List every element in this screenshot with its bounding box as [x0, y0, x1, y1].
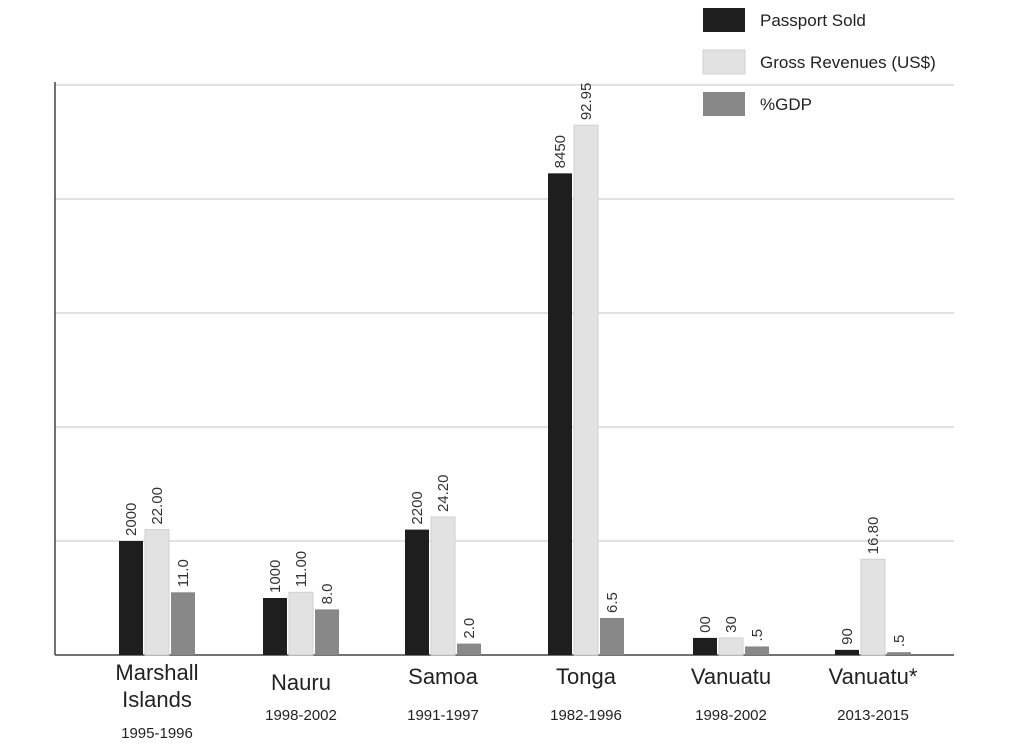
bar-value-label: 11.00 [293, 551, 310, 587]
bar-value-label: 11.0 [175, 559, 192, 587]
bar-value-label: .5 [891, 635, 908, 648]
bar-revenues-0 [144, 529, 170, 656]
bar-gdp-0 [171, 592, 195, 655]
bar-value-label: 8450 [552, 135, 569, 168]
bar-revenues-2 [430, 516, 456, 656]
category-name: Vanuatu [691, 664, 771, 689]
bar-value-label: 8.0 [319, 584, 336, 605]
legend-swatch-2 [703, 92, 745, 116]
category-years: 1998-2002 [265, 707, 337, 724]
bar-gdp-3 [600, 617, 624, 655]
category-years: 2013-2015 [837, 707, 909, 724]
bar-value-labels: 2000 1000 2200 8450 00 90 22.00 11.00 24.20 92.95… [123, 83, 908, 648]
legend-label: Passport Sold [760, 11, 866, 30]
bar-value-label: 92.95 [578, 83, 595, 121]
category-years: 1982-1996 [550, 707, 622, 724]
bar-value-label: 1000 [267, 560, 284, 593]
bar-revenues-3 [573, 124, 599, 656]
category-years: 1998-2002 [695, 707, 767, 724]
bar-passports-2 [405, 529, 429, 655]
bar-passports-1 [263, 598, 287, 655]
bar-passports-4 [693, 637, 717, 655]
bar-value-label: 2000 [123, 503, 140, 536]
category-years: 1995-1996 [121, 725, 193, 742]
bar-value-label: 00 [697, 616, 714, 633]
bar-value-label: 24.20 [435, 475, 452, 513]
bar-gdp-5 [887, 652, 911, 655]
bar-revenues-5 [860, 558, 886, 656]
bar-passports-5 [835, 649, 859, 655]
bar-value-label: 30 [723, 616, 740, 633]
bar-value-label: 2200 [409, 491, 426, 524]
category-name: Vanuatu* [829, 664, 918, 689]
category-name: Samoa [408, 664, 478, 689]
bar-gdp-4 [745, 646, 769, 655]
bar-value-label: .5 [749, 629, 766, 642]
bars-group [119, 124, 911, 656]
bar-passports-0 [119, 541, 143, 655]
bar-value-label: 2.0 [461, 618, 478, 639]
category-name: Nauru [271, 670, 331, 695]
legend-label: Gross Revenues (US$) [760, 53, 936, 72]
bar-value-label: 22.00 [149, 487, 166, 525]
bar-value-label: 16.80 [865, 517, 882, 555]
category-name: Islands [122, 687, 192, 712]
bar-gdp-2 [457, 643, 481, 655]
legend-label: %GDP [760, 95, 812, 114]
category-years: 1991-1997 [407, 707, 479, 724]
category-name: Tonga [556, 664, 617, 689]
legend-swatch-0 [703, 8, 745, 32]
legend: Passport Sold Gross Revenues (US$) %GDP [702, 8, 936, 116]
bar-value-label: 6.5 [604, 592, 621, 613]
legend-swatch-1 [702, 49, 746, 75]
bar-passports-3 [548, 173, 572, 655]
bar-revenues-1 [288, 591, 314, 656]
bar-value-label: 90 [839, 628, 856, 645]
gridlines [55, 84, 954, 542]
bar-gdp-1 [315, 609, 339, 655]
category-name: Marshall [115, 660, 198, 685]
bar-revenues-4 [718, 637, 744, 656]
